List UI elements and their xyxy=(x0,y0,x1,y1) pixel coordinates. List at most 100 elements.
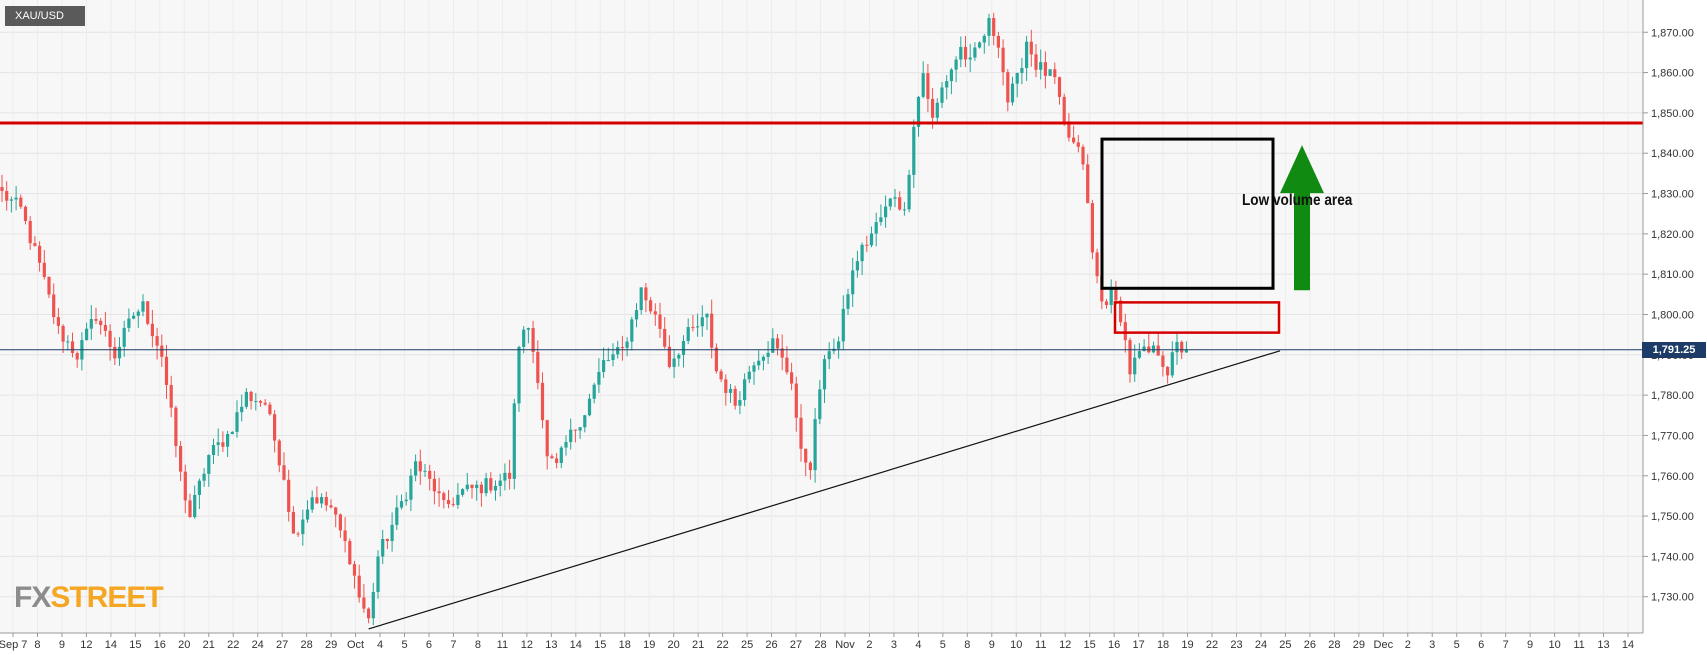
candle xyxy=(1104,298,1109,309)
candle-body xyxy=(329,505,333,508)
x-tick-label: Oct xyxy=(347,639,364,651)
candle-body xyxy=(888,198,892,207)
candle-body xyxy=(362,597,366,609)
candle xyxy=(517,345,521,412)
candle-body xyxy=(555,458,559,463)
candle xyxy=(493,480,498,501)
x-tick-label: 27 xyxy=(276,639,288,651)
candle xyxy=(85,322,89,341)
candle xyxy=(625,337,629,357)
candle-body xyxy=(869,233,874,246)
y-tick-label: 1,840.00 xyxy=(1651,148,1694,160)
x-tick-label: 9 xyxy=(1527,639,1533,651)
candle-body xyxy=(226,434,230,447)
candle xyxy=(733,385,737,410)
candle xyxy=(860,242,864,276)
candle xyxy=(122,320,126,357)
candle xyxy=(465,472,469,492)
candle xyxy=(244,388,248,409)
candle-body xyxy=(395,507,399,525)
plot-background xyxy=(0,0,1643,633)
candle-body xyxy=(23,206,28,221)
candle-body xyxy=(846,294,850,309)
candle-body xyxy=(1081,146,1085,165)
candle-body xyxy=(94,319,98,321)
candle-body xyxy=(1184,349,1188,353)
x-tick-label: 13 xyxy=(1597,639,1609,651)
candle xyxy=(649,297,653,314)
candle-body xyxy=(1067,124,1071,138)
candle-body xyxy=(1062,96,1066,125)
candle xyxy=(555,453,559,469)
candle-body xyxy=(338,514,342,531)
x-tick-label: 5 xyxy=(1454,639,1460,651)
candle-body xyxy=(277,440,281,466)
candle-body xyxy=(1025,41,1029,69)
candle-body xyxy=(855,261,859,271)
candle-body xyxy=(827,351,831,360)
candle xyxy=(540,372,545,429)
y-tick-label: 1,800.00 xyxy=(1651,309,1694,321)
candle-body xyxy=(611,354,615,361)
candle xyxy=(70,332,75,358)
candle xyxy=(437,477,441,507)
x-tick-label: 21 xyxy=(203,639,215,651)
candle xyxy=(719,369,723,383)
candle-body xyxy=(1020,68,1024,73)
candle-body xyxy=(526,328,530,330)
candle xyxy=(968,43,972,72)
candle-body xyxy=(1029,41,1033,55)
candle xyxy=(451,497,455,507)
x-tick-label: 6 xyxy=(426,639,432,651)
candle xyxy=(23,205,28,225)
candle xyxy=(738,391,742,415)
x-tick-label: 14 xyxy=(105,639,117,651)
candle-body xyxy=(320,497,324,504)
candle xyxy=(385,538,389,549)
candle-body xyxy=(808,462,812,471)
candle-body xyxy=(75,353,79,360)
x-tick-label: 26 xyxy=(1304,639,1316,651)
candle xyxy=(1161,351,1165,377)
candle xyxy=(254,393,258,411)
candle-body xyxy=(790,372,794,384)
candle xyxy=(179,441,183,482)
candle xyxy=(855,250,859,278)
candle-body xyxy=(884,206,888,218)
x-tick-label: 16 xyxy=(154,639,166,651)
candle-body xyxy=(1123,322,1127,341)
x-tick-label: 25 xyxy=(1279,639,1291,651)
candle-body xyxy=(973,47,977,58)
trendline xyxy=(368,350,1281,630)
candle xyxy=(522,326,526,354)
x-tick-label: 29 xyxy=(325,639,337,651)
candle-body xyxy=(442,493,446,501)
candle xyxy=(357,564,361,603)
x-tick-label: 8 xyxy=(964,639,970,651)
candle-body xyxy=(42,262,46,277)
candle xyxy=(42,249,46,280)
candle xyxy=(1029,29,1033,67)
candle xyxy=(390,512,394,552)
x-tick-label: 12 xyxy=(80,639,92,651)
candle xyxy=(230,431,234,435)
candle xyxy=(945,75,949,100)
candle xyxy=(277,439,281,473)
candle-body xyxy=(376,556,380,593)
candle xyxy=(813,408,817,483)
candle-body xyxy=(719,371,723,380)
x-tick-label: 22 xyxy=(1206,639,1218,651)
candle-body xyxy=(188,500,192,518)
candle xyxy=(822,354,827,403)
candle-body xyxy=(498,480,502,486)
candle xyxy=(587,393,592,417)
candle xyxy=(160,334,164,367)
candle-body xyxy=(132,315,136,319)
candle-body xyxy=(240,406,244,413)
candle-body xyxy=(404,499,408,502)
candle xyxy=(221,431,225,453)
candle xyxy=(1170,341,1174,378)
candle xyxy=(992,12,996,46)
candle-body xyxy=(117,346,122,359)
